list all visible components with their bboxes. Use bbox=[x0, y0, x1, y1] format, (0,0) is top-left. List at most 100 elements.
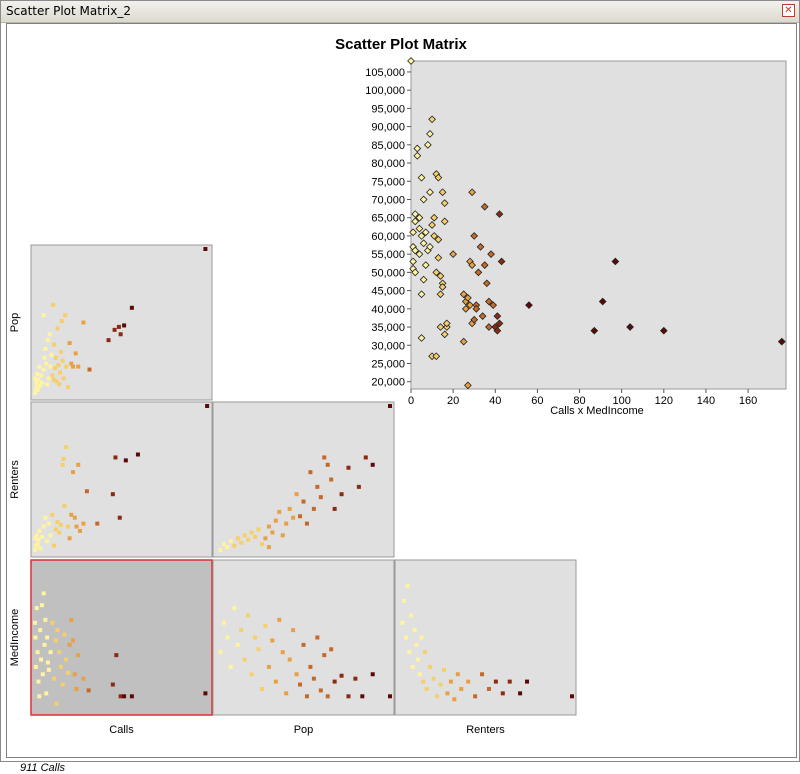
data-point[interactable] bbox=[73, 351, 78, 356]
data-point[interactable] bbox=[61, 376, 66, 381]
data-point[interactable] bbox=[67, 642, 72, 647]
data-point[interactable] bbox=[329, 477, 334, 482]
data-point[interactable] bbox=[495, 210, 504, 218]
data-point[interactable] bbox=[626, 323, 634, 331]
data-point[interactable] bbox=[33, 391, 37, 396]
data-point[interactable] bbox=[34, 606, 39, 611]
data-point[interactable] bbox=[42, 355, 47, 360]
data-point[interactable] bbox=[434, 173, 443, 182]
data-point[interactable] bbox=[52, 342, 57, 347]
data-point[interactable] bbox=[280, 533, 285, 538]
data-point[interactable] bbox=[415, 213, 424, 222]
data-point[interactable] bbox=[412, 628, 417, 633]
data-point[interactable] bbox=[434, 235, 443, 244]
data-point[interactable] bbox=[287, 657, 292, 662]
data-point[interactable] bbox=[426, 130, 434, 138]
data-point[interactable] bbox=[409, 613, 414, 618]
data-point[interactable] bbox=[495, 319, 504, 328]
data-point[interactable] bbox=[291, 628, 296, 633]
data-point[interactable] bbox=[218, 548, 223, 553]
data-point[interactable] bbox=[37, 694, 42, 699]
data-point[interactable] bbox=[81, 676, 86, 681]
data-point[interactable] bbox=[129, 694, 134, 699]
data-point[interactable] bbox=[325, 462, 330, 467]
data-point[interactable] bbox=[37, 528, 42, 533]
data-point[interactable] bbox=[76, 653, 81, 658]
data-point[interactable] bbox=[493, 326, 502, 335]
data-point[interactable] bbox=[60, 358, 65, 363]
data-point[interactable] bbox=[407, 650, 412, 655]
data-point[interactable] bbox=[277, 617, 282, 622]
data-point[interactable] bbox=[232, 606, 237, 611]
data-point[interactable] bbox=[235, 642, 240, 647]
data-point[interactable] bbox=[370, 462, 375, 467]
data-point[interactable] bbox=[235, 536, 240, 541]
data-point[interactable] bbox=[452, 697, 457, 702]
data-point[interactable] bbox=[403, 635, 408, 640]
data-point[interactable] bbox=[54, 379, 59, 384]
data-point[interactable] bbox=[64, 657, 69, 662]
data-point[interactable] bbox=[71, 470, 76, 475]
data-point[interactable] bbox=[113, 455, 118, 460]
data-point[interactable] bbox=[112, 327, 117, 332]
data-point[interactable] bbox=[58, 523, 63, 528]
data-point[interactable] bbox=[489, 301, 498, 310]
data-point[interactable] bbox=[203, 247, 208, 251]
data-point[interactable] bbox=[35, 371, 40, 376]
data-point[interactable] bbox=[482, 279, 491, 288]
data-point[interactable] bbox=[459, 290, 468, 299]
data-point[interactable] bbox=[114, 653, 119, 658]
data-point[interactable] bbox=[49, 352, 54, 357]
data-point[interactable] bbox=[266, 545, 271, 550]
data-point[interactable] bbox=[53, 527, 58, 532]
data-point[interactable] bbox=[41, 367, 46, 372]
data-point[interactable] bbox=[411, 268, 420, 277]
data-point[interactable] bbox=[239, 628, 244, 633]
data-point[interactable] bbox=[35, 388, 40, 393]
data-point[interactable] bbox=[440, 330, 449, 339]
data-point[interactable] bbox=[63, 313, 68, 318]
data-point[interactable] bbox=[253, 635, 258, 640]
data-point[interactable] bbox=[54, 701, 59, 706]
data-point[interactable] bbox=[430, 232, 439, 240]
data-point[interactable] bbox=[417, 672, 422, 677]
data-point[interactable] bbox=[315, 635, 320, 640]
data-point[interactable] bbox=[370, 672, 375, 677]
data-point[interactable] bbox=[76, 462, 81, 467]
data-point[interactable] bbox=[81, 521, 86, 526]
data-point[interactable] bbox=[436, 272, 445, 280]
data-point[interactable] bbox=[38, 628, 43, 633]
data-point[interactable] bbox=[48, 364, 53, 369]
data-point[interactable] bbox=[486, 686, 491, 691]
data-point[interactable] bbox=[440, 199, 449, 207]
data-point[interactable] bbox=[39, 603, 44, 608]
data-point[interactable] bbox=[43, 515, 48, 520]
data-point[interactable] bbox=[435, 694, 440, 699]
data-point[interactable] bbox=[287, 506, 292, 511]
data-point[interactable] bbox=[43, 346, 48, 351]
data-point[interactable] bbox=[44, 361, 49, 366]
data-point[interactable] bbox=[485, 297, 493, 306]
data-point[interactable] bbox=[95, 521, 100, 526]
data-point[interactable] bbox=[34, 382, 39, 387]
data-point[interactable] bbox=[659, 326, 668, 335]
data-point[interactable] bbox=[409, 228, 417, 237]
data-point[interactable] bbox=[417, 334, 426, 342]
data-point[interactable] bbox=[45, 338, 50, 343]
data-point[interactable] bbox=[221, 620, 226, 625]
data-point[interactable] bbox=[417, 232, 426, 240]
data-point[interactable] bbox=[461, 304, 470, 313]
data-point[interactable] bbox=[442, 319, 451, 328]
data-point[interactable] bbox=[449, 250, 458, 259]
data-point[interactable] bbox=[122, 323, 127, 328]
data-point[interactable] bbox=[118, 332, 123, 337]
data-point[interactable] bbox=[311, 506, 316, 511]
data-point[interactable] bbox=[436, 290, 445, 299]
data-point[interactable] bbox=[480, 202, 489, 211]
data-point[interactable] bbox=[57, 530, 62, 535]
data-point[interactable] bbox=[33, 635, 38, 640]
data-point[interactable] bbox=[55, 628, 60, 633]
data-point[interactable] bbox=[388, 404, 392, 408]
data-point[interactable] bbox=[318, 495, 323, 500]
data-point[interactable] bbox=[48, 533, 53, 538]
